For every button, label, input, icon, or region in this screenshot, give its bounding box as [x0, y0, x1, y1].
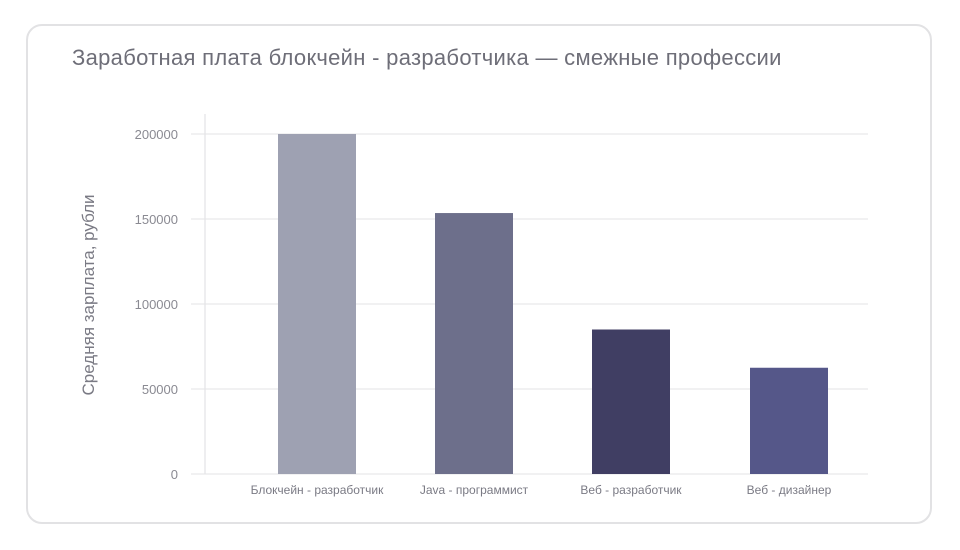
- y-tick-label: 200000: [135, 127, 178, 142]
- bar: [750, 367, 828, 474]
- x-category-label: Java - программист: [420, 483, 529, 497]
- bar: [592, 329, 670, 474]
- y-tick-label: 0: [171, 467, 178, 482]
- chart-title: Заработная плата блокчейн - разработчика…: [72, 45, 782, 70]
- bar: [435, 213, 513, 475]
- y-tick-label: 50000: [142, 382, 178, 397]
- x-category-label: Блокчейн - разработчик: [251, 483, 385, 497]
- y-tick-label: 100000: [135, 297, 178, 312]
- x-category-label: Веб - разработчик: [580, 483, 682, 497]
- bar: [278, 134, 356, 474]
- y-tick-label: 150000: [135, 212, 178, 227]
- y-axis-label: Средняя зарплата, рубли: [79, 194, 98, 395]
- x-category-label: Веб - дизайнер: [747, 483, 832, 497]
